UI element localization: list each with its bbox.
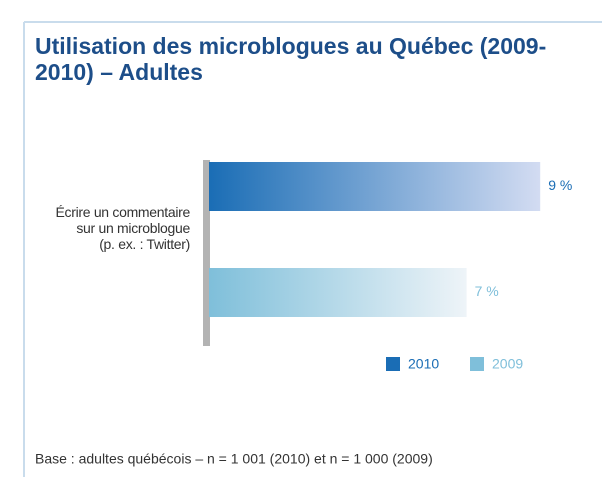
bar — [209, 162, 541, 211]
bar — [209, 268, 467, 317]
legend-swatch — [386, 357, 400, 371]
value-label: 9 % — [548, 177, 572, 193]
chart-title: Utilisation des microblogues au Québec (… — [35, 33, 547, 85]
axis-bar — [203, 160, 210, 346]
category-label: Écrire un commentaire sur un microblogue… — [55, 204, 190, 252]
value-label: 7 % — [475, 283, 499, 299]
legend-label: 2009 — [492, 356, 523, 372]
legend-swatch — [470, 357, 484, 371]
footnote: Base : adultes québécois – n = 1 001 (20… — [35, 451, 433, 467]
legend-label: 2010 — [408, 356, 439, 372]
